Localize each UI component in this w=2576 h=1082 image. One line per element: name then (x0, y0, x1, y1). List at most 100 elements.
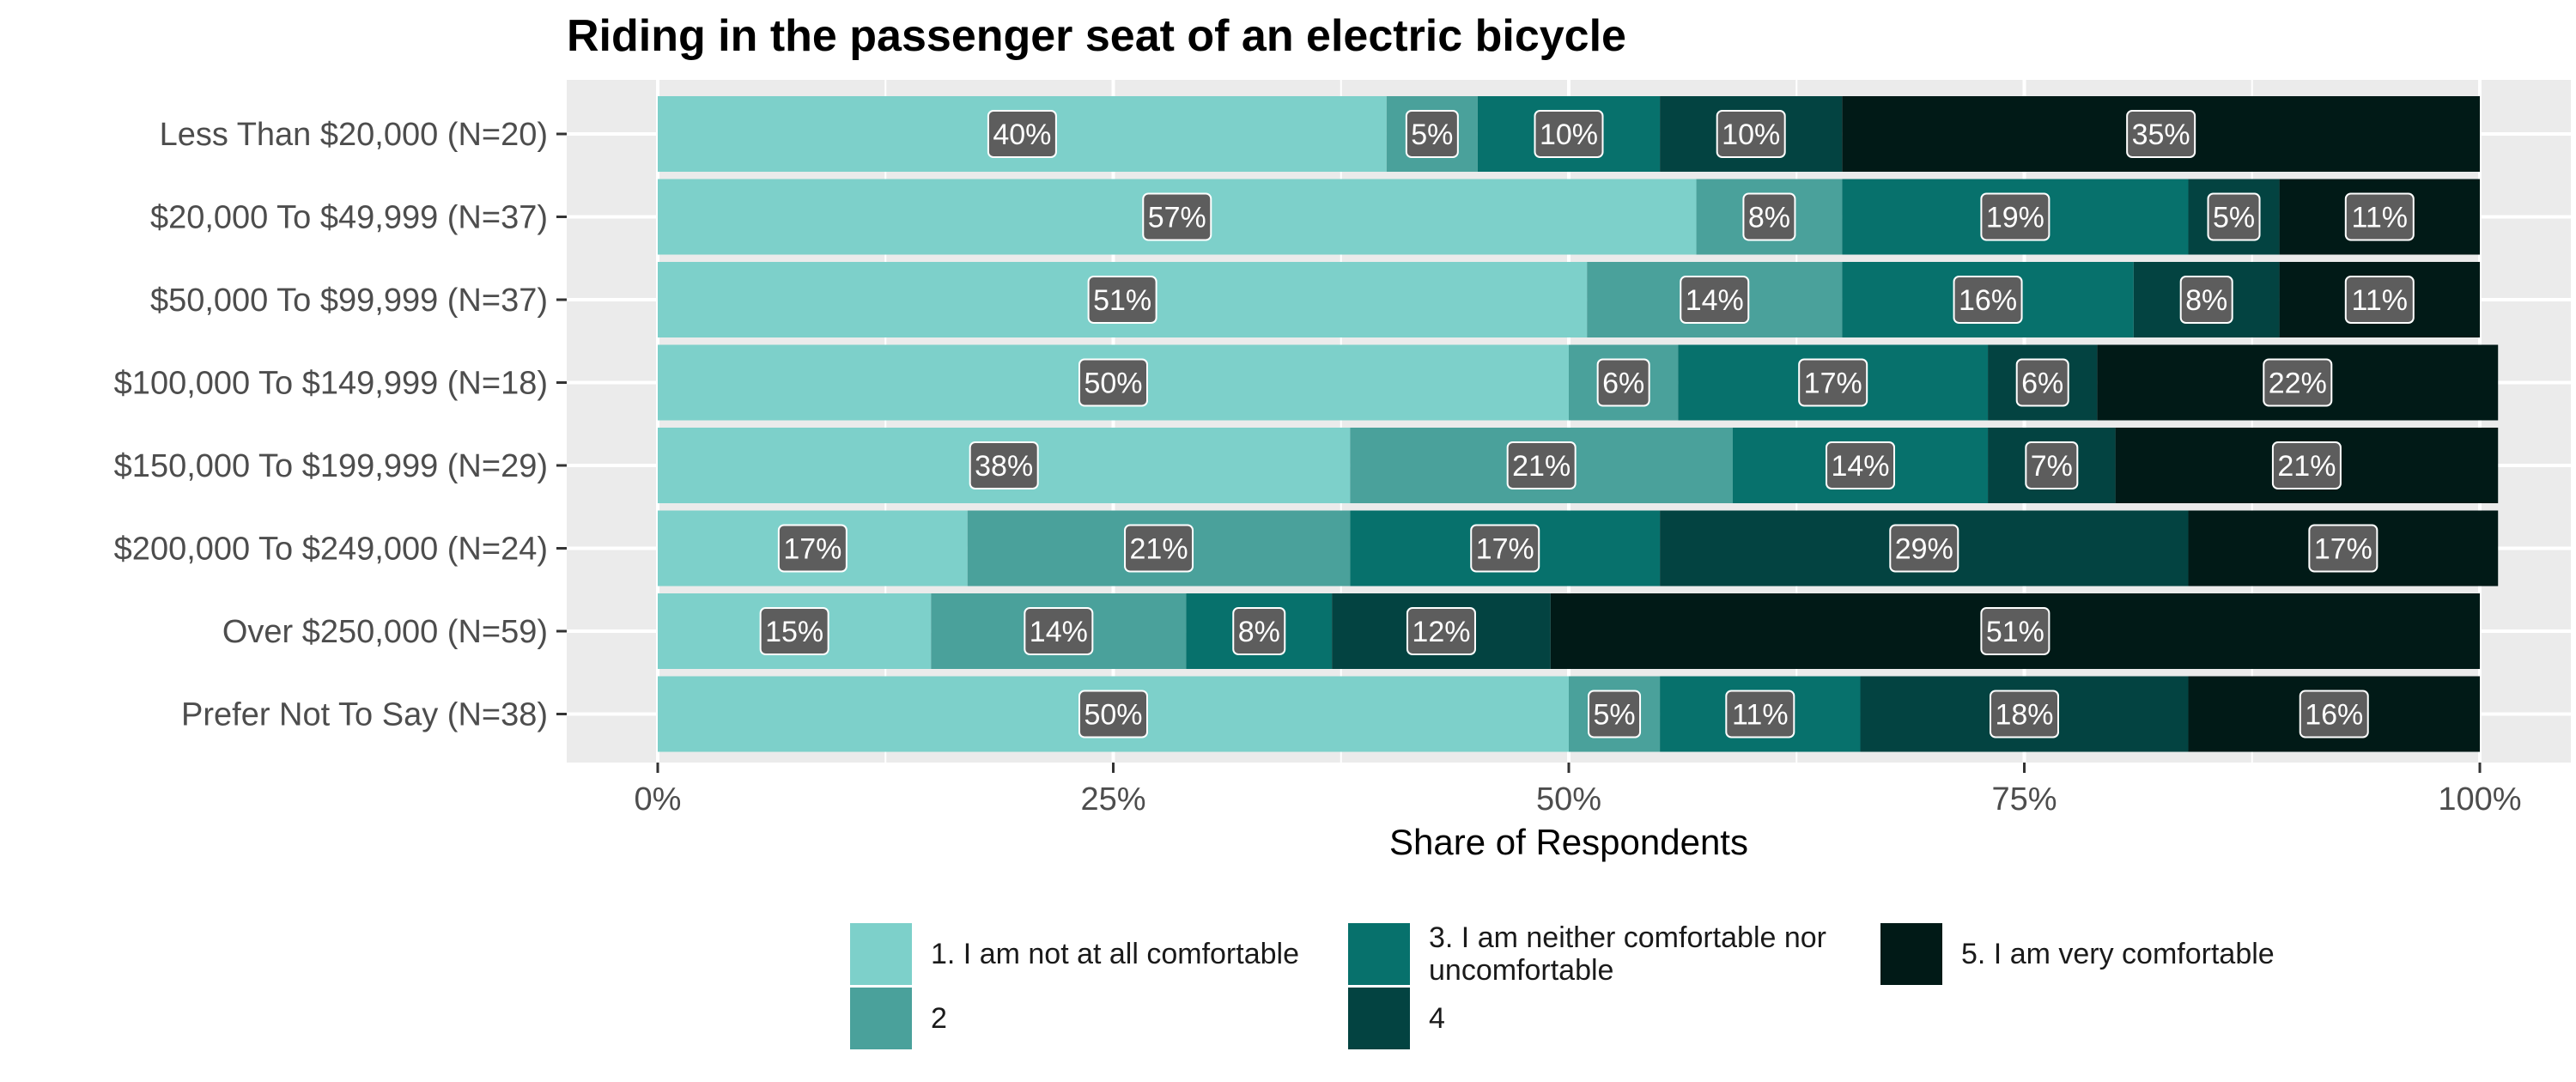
data-label-box (1889, 524, 1959, 573)
data-label: 8% (1748, 202, 1790, 234)
data-label: 19% (1986, 202, 2044, 234)
data-label-box (1406, 607, 1476, 655)
data-label-box (1506, 441, 1577, 489)
data-label: 50% (1084, 368, 1142, 400)
legend-label-2: 2 (931, 1002, 947, 1035)
data-label-box (1124, 524, 1194, 573)
data-label: 21% (2277, 450, 2336, 483)
data-label-box (1588, 690, 1642, 739)
data-label-box (1798, 358, 1868, 407)
data-label-box (2126, 110, 2196, 158)
data-label-box (1405, 110, 1459, 158)
y-axis-tick-label: $150,000 To $199,999 (N=29) (114, 448, 548, 484)
data-label: 18% (1995, 699, 2053, 732)
legend-label-5: 5. I am very comfortable (1961, 938, 2275, 970)
data-label-box (2263, 358, 2333, 407)
data-label: 14% (1686, 284, 1744, 317)
data-label-box (2179, 276, 2233, 324)
y-axis-tick-label: Prefer Not To Say (N=38) (181, 697, 548, 733)
data-label-box (1087, 276, 1157, 324)
data-label-box (2344, 192, 2415, 241)
legend-swatch-5 (1880, 923, 1942, 985)
legend-label-5-line-1: 5. I am very comfortable (1961, 938, 2275, 970)
legend-item-2: 2 (850, 988, 947, 1049)
data-label-box (1596, 358, 1650, 407)
data-label: 57% (1148, 202, 1206, 234)
data-label: 10% (1722, 119, 1780, 151)
data-label: 8% (2185, 284, 2227, 317)
data-label-box (1990, 690, 2059, 739)
data-label-box (1024, 607, 1094, 655)
data-label-box (1534, 110, 1604, 158)
y-axis-tick-label: $50,000 To $99,999 (N=37) (150, 283, 548, 319)
data-label-box (969, 441, 1039, 489)
legend-label-1-line-1: 1. I am not at all comfortable (931, 938, 1299, 970)
legend-label-1: 1. I am not at all comfortable (931, 938, 1299, 970)
x-axis-title: Share of Respondents (1389, 822, 1748, 862)
data-label-box (1078, 690, 1148, 739)
data-label: 21% (1512, 450, 1571, 483)
data-label-box (1716, 110, 1786, 158)
data-label-box (1470, 524, 1540, 573)
data-label-box (2299, 690, 2369, 739)
legend-label-2-line-1: 2 (931, 1002, 947, 1035)
data-label: 12% (1412, 616, 1470, 648)
data-label-box (759, 607, 829, 655)
data-label: 16% (1959, 284, 2017, 317)
legend-swatch-1 (850, 923, 912, 985)
legend-label-4: 4 (1429, 1002, 1445, 1035)
data-label: 50% (1084, 699, 1142, 732)
legend-swatch-2 (850, 988, 912, 1049)
data-label: 5% (1411, 119, 1453, 151)
data-label-box (1742, 192, 1796, 241)
y-axis-tick-label: Less Than $20,000 (N=20) (160, 117, 548, 153)
data-label: 17% (1476, 533, 1534, 566)
legend-swatch-3 (1348, 923, 1410, 985)
legend-item-4: 4 (1348, 988, 1445, 1049)
data-label-box (987, 110, 1057, 158)
y-axis-tick-label: $20,000 To $49,999 (N=37) (150, 200, 548, 236)
data-label: 7% (2031, 450, 2073, 483)
data-label: 17% (2314, 533, 2372, 566)
data-label-box (1725, 690, 1795, 739)
data-label: 8% (1238, 616, 1280, 648)
data-label-box (2308, 524, 2379, 573)
data-label: 17% (1804, 368, 1862, 400)
chart-legend: 1. I am not at all comfortable 2 3. I am… (850, 915, 2310, 1061)
data-label: 35% (2132, 119, 2190, 151)
data-label: 14% (1030, 616, 1088, 648)
data-label: 17% (783, 533, 841, 566)
data-label: 5% (1593, 699, 1635, 732)
data-label-box (777, 524, 848, 573)
data-label-box (2271, 441, 2342, 489)
data-label-box (2207, 192, 2261, 241)
y-axis-tick-label: Over $250,000 (N=59) (222, 614, 548, 650)
data-label: 51% (1986, 616, 2044, 648)
legend-label-3-line-2: uncomfortable (1429, 954, 1614, 987)
x-axis-tick-label: 75% (1991, 781, 2057, 818)
data-label: 22% (2269, 368, 2327, 400)
data-label: 11% (2352, 284, 2409, 317)
data-label-box (2025, 441, 2079, 489)
legend-label-3-line-1: 3. I am neither comfortable nor (1429, 921, 1827, 954)
legend-label-3: 3. I am neither comfortable nor uncomfor… (1429, 921, 1826, 987)
data-label: 29% (1895, 533, 1953, 566)
data-label-box (2015, 358, 2069, 407)
y-axis-tick-label: $200,000 To $249,000 (N=24) (114, 532, 548, 568)
data-label-box (1078, 358, 1148, 407)
data-label-box (2344, 276, 2415, 324)
x-axis-tick-label: 50% (1536, 781, 1601, 818)
data-label: 40% (993, 119, 1051, 151)
x-axis-tick-label: 0% (635, 781, 682, 818)
data-label: 21% (1130, 533, 1188, 566)
data-label-box (1826, 441, 1896, 489)
data-label: 6% (2021, 368, 2063, 400)
data-label: 5% (2213, 202, 2255, 234)
data-label: 6% (1602, 368, 1644, 400)
data-label: 11% (1732, 699, 1789, 732)
legend-item-3: 3. I am neither comfortable nor uncomfor… (1348, 921, 1826, 987)
data-label: 51% (1093, 284, 1151, 317)
legend-label-4-line-1: 4 (1429, 1002, 1445, 1035)
